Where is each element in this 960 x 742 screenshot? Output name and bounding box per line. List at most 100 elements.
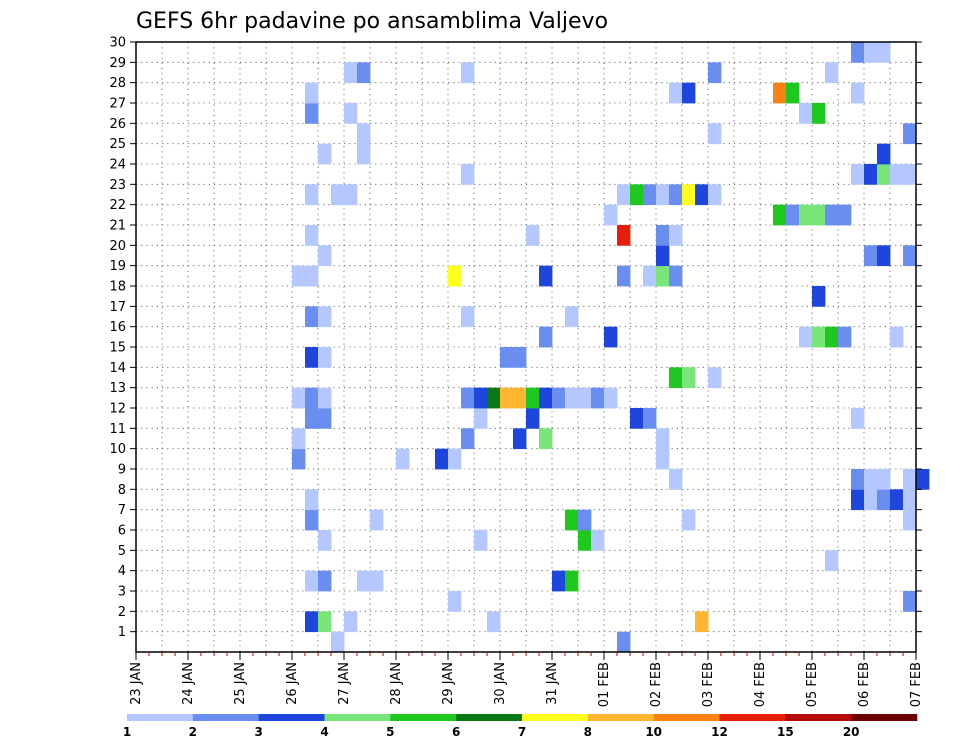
y-tick-label: 3 <box>118 585 126 600</box>
y-tick-label: 28 <box>109 76 126 91</box>
precip-cell <box>578 387 592 409</box>
x-tick-label: 27 JAN <box>337 662 352 705</box>
colorbar-swatch <box>127 714 194 721</box>
precip-cell <box>877 245 891 267</box>
precip-cell <box>851 42 865 63</box>
colorbar-tick-label: 8 <box>584 725 592 739</box>
precip-cell <box>474 387 488 409</box>
precip-cell <box>604 326 618 348</box>
colorbar-swatch <box>653 714 720 721</box>
precip-cell <box>708 184 722 206</box>
precip-cell <box>292 428 306 450</box>
precip-cell <box>305 489 319 511</box>
colorbar-swatch <box>719 714 786 721</box>
precip-cell <box>877 143 891 165</box>
precip-cell <box>682 367 696 389</box>
colorbar-tick-label: 2 <box>189 725 197 739</box>
colorbar-swatch <box>785 714 852 721</box>
precip-cell <box>500 347 514 368</box>
precip-cell <box>526 387 540 409</box>
precip-cell <box>513 387 527 409</box>
y-tick-label: 19 <box>109 259 126 274</box>
precip-cell <box>305 570 319 592</box>
x-tick-label: 04 FEB <box>753 662 768 707</box>
precip-cell <box>305 306 319 328</box>
precip-cell <box>344 184 358 206</box>
precip-cell <box>669 225 683 246</box>
precip-cell <box>890 326 904 348</box>
precip-cell <box>448 448 462 470</box>
precip-cell <box>435 448 449 470</box>
precip-cell <box>851 164 865 185</box>
precip-cell <box>825 62 839 84</box>
colorbar-swatch <box>390 714 457 721</box>
precip-cell <box>838 326 852 348</box>
precip-cell <box>305 611 319 633</box>
precip-cell <box>344 103 358 124</box>
precip-cell <box>305 82 319 104</box>
precip-cell <box>838 204 852 226</box>
x-tick-label: 05 FEB <box>805 662 820 707</box>
precip-cell <box>617 225 631 246</box>
y-tick-label: 20 <box>109 239 126 254</box>
colorbar-tick-label: 5 <box>386 725 394 739</box>
x-tick-label: 03 FEB <box>701 662 716 707</box>
y-tick-label: 18 <box>109 280 126 295</box>
y-tick-label: 27 <box>109 97 126 112</box>
precip-cell <box>864 42 878 63</box>
precip-cell <box>539 428 553 450</box>
precip-cell <box>669 184 683 206</box>
colorbar-tick-label: 10 <box>645 725 662 739</box>
precip-cell <box>799 204 813 226</box>
precip-cell <box>773 82 787 104</box>
precip-cell <box>526 225 540 246</box>
precip-cell <box>903 489 917 511</box>
precip-cell <box>305 103 319 124</box>
y-tick-label: 5 <box>118 544 126 559</box>
y-axis: 1234567891011121314151617181920212223242… <box>109 36 922 640</box>
precip-cell <box>695 184 709 206</box>
precip-cell <box>851 469 865 490</box>
colorbar-tick-label: 1 <box>123 725 131 739</box>
colorbar-swatch <box>522 714 589 721</box>
colorbar-tick-label: 7 <box>518 725 526 739</box>
precip-cell <box>903 469 917 490</box>
y-tick-label: 21 <box>109 219 126 234</box>
precip-cell <box>890 489 904 511</box>
y-tick-label: 2 <box>118 605 126 620</box>
precip-cell <box>578 530 592 551</box>
colorbar-tick-label: 4 <box>320 725 328 739</box>
precip-cell <box>474 408 488 429</box>
precip-cell <box>344 611 358 633</box>
precip-cell <box>305 347 319 368</box>
precip-cell <box>877 469 891 490</box>
precip-cell <box>318 143 332 165</box>
colorbar-legend: 1 2 3 4 5 6 7 8 10 12 15 20 <box>123 714 918 739</box>
colorbar-swatch <box>324 714 391 721</box>
y-tick-label: 30 <box>109 36 126 51</box>
precip-cell <box>357 62 371 84</box>
precip-cell <box>864 469 878 490</box>
precip-cell <box>656 245 670 267</box>
colorbar-swatch <box>587 714 654 721</box>
precip-cell <box>825 326 839 348</box>
y-tick-label: 29 <box>109 56 126 71</box>
y-tick-label: 24 <box>109 158 126 173</box>
colorbar-tick-label: 15 <box>777 725 794 739</box>
precip-cell <box>305 184 319 206</box>
y-tick-label: 1 <box>118 625 126 640</box>
x-tick-label: 28 JAN <box>389 662 404 705</box>
precip-cell <box>682 82 696 104</box>
x-tick-label: 25 JAN <box>233 662 248 705</box>
precip-cell <box>695 611 709 633</box>
x-tick-label: 23 JAN <box>129 662 144 705</box>
precip-cell <box>357 123 371 145</box>
precip-cell <box>656 428 670 450</box>
precip-cell <box>903 123 917 145</box>
colorbar-tick-label: 6 <box>452 725 460 739</box>
precip-cell <box>305 509 319 531</box>
precip-cell <box>292 448 306 470</box>
precip-cell <box>877 489 891 511</box>
precip-cell <box>461 387 475 409</box>
precip-cell <box>461 62 475 84</box>
